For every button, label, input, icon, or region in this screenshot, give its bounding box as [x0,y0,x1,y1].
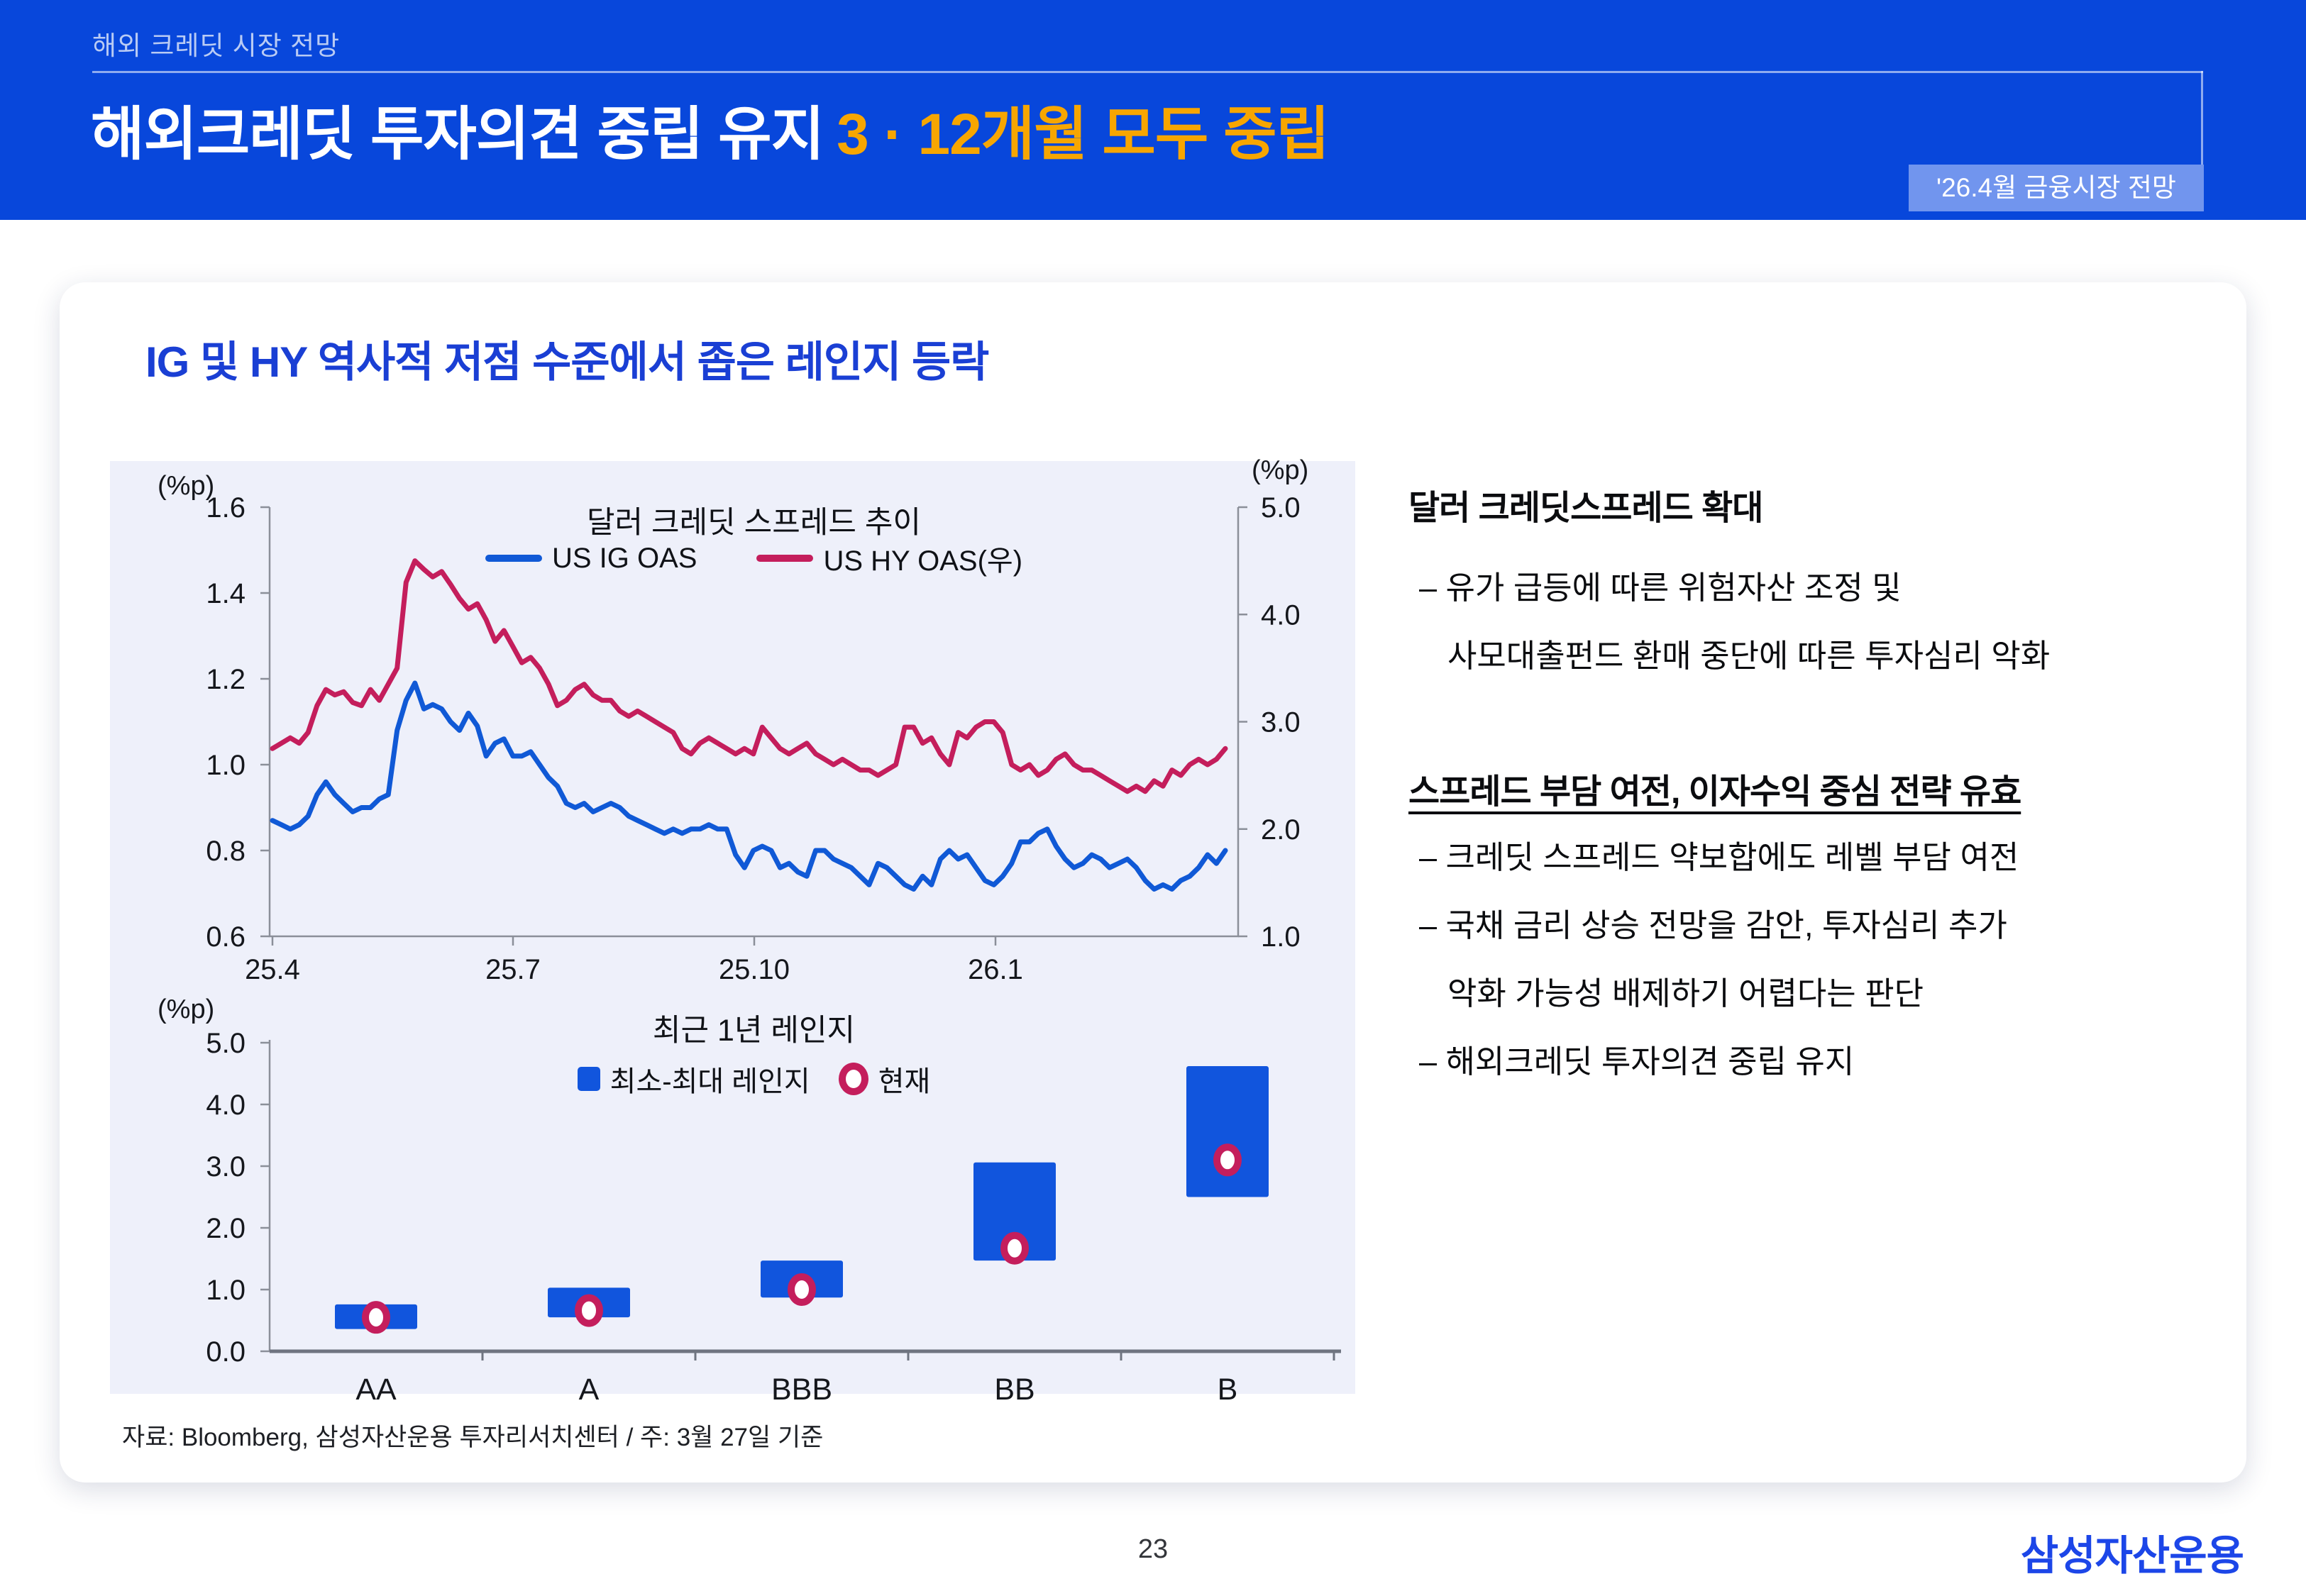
legend-label-hy: US HY OAS(우) [823,545,1023,577]
legend-label-current: 현재 [878,1066,931,1097]
page-title: 해외크레딧 투자의견 중립 유지 3 · 12개월 모두 중립 [91,87,1330,171]
company-logo: 삼성자산운용 [2020,1533,2244,1579]
legend-label-ig: US IG OAS [551,542,697,574]
line-chart-left-unit: (%p) [158,471,215,501]
card-title: IG 및 HY 역사적 저점 수준에서 좁은 레인지 등락 [145,338,989,386]
range-chart-title: 최근 1년 레인지 [652,1014,856,1048]
source-footnote: 자료: Bloomberg, 삼성자산운용 투자리서치센터 / 주: 3월 27… [122,1424,824,1451]
hy-line-swatch [756,555,814,562]
legend-item-ig: US IG OAS [485,543,697,575]
page-number: 23 [1137,1534,1169,1564]
commentary-bullet: 악화 가능성 배제하기 어렵다는 판단 [1447,975,1924,1012]
line-chart-legend: US IG OAS US HY OAS(우) [270,538,1238,579]
current-marker-swatch [838,1063,868,1095]
header-eyebrow: 해외 크레딧 시장 전망 [92,31,341,60]
header-divider-vertical [2201,71,2203,166]
header-divider-line [92,71,2203,73]
line-chart-right-unit: (%p) [1252,455,1309,485]
ig-line-swatch [485,555,542,562]
page-title-main: 해외크레딧 투자의견 중립 유지 [91,102,824,167]
commentary-bullet: 사모대출펀드 환매 중단에 따른 투자심리 악화 [1447,638,2051,674]
report-badge: '26.4월 금융시장 전망 [1909,165,2204,211]
commentary-bullet: – 해외크레딧 투자의견 중립 유지 [1419,1043,1855,1080]
range-chart-legend: 최소-최대 레인지 현재 [270,1058,1238,1099]
commentary-heading-1: 달러 크레딧스프레드 확대 [1408,489,1763,527]
chart-panel-background [110,461,1355,1394]
commentary-bullet: – 국채 금리 상승 전망을 감안, 투자심리 추가 [1419,907,2007,943]
legend-item-current: 현재 [838,1058,931,1099]
page-title-accent: 3 · 12개월 모두 중립 [837,102,1330,167]
header: 해외 크레딧 시장 전망 해외크레딧 투자의견 중립 유지 3 · 12개월 모두… [0,0,2306,220]
commentary-bullet: – 크레딧 스프레드 약보합에도 레벨 부담 여전 [1419,839,2019,875]
legend-label-range: 최소-최대 레인지 [609,1066,810,1097]
legend-item-hy: US HY OAS(우) [756,538,1022,579]
legend-item-range: 최소-최대 레인지 [577,1058,810,1099]
line-chart-title: 달러 크레딧 스프레드 추이 [586,506,921,540]
commentary-bullet: – 유가 급등에 따른 위험자산 조정 및 [1419,570,1902,606]
range-bar-swatch [577,1067,600,1091]
range-chart-unit: (%p) [158,994,215,1024]
commentary-heading-2: 스프레드 부담 여전, 이자수익 중심 전략 유효 [1408,773,2021,811]
